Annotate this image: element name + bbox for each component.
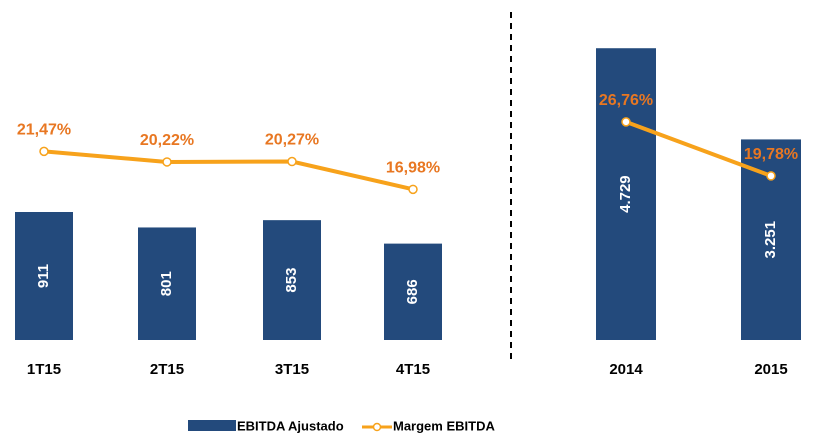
margin-label: 20,22% — [140, 132, 194, 149]
margin-point — [621, 117, 631, 127]
margin-point — [287, 156, 297, 167]
bar — [138, 227, 196, 340]
bar-value-label: 686 — [404, 279, 421, 304]
category-label: 4T15 — [396, 361, 430, 378]
category-label: 2014 — [609, 361, 643, 378]
margin-point — [766, 171, 776, 181]
category-label: 2T15 — [150, 361, 184, 378]
category-label: 2015 — [754, 361, 787, 378]
margin-point — [162, 157, 172, 167]
margin-point — [39, 146, 49, 157]
bar — [15, 212, 73, 340]
margin-label: 20,27% — [265, 132, 319, 149]
bar — [384, 243, 442, 340]
margin-label: 21,47% — [17, 122, 71, 139]
margin-label: 16,98% — [386, 160, 440, 177]
bar — [596, 48, 656, 340]
legend-marker — [372, 422, 382, 432]
bar-value-label: 4.729 — [617, 175, 634, 213]
margin-line — [43, 149, 414, 192]
margin-label: 26,76% — [599, 92, 653, 109]
margin-line — [625, 120, 772, 178]
bar-value-label: 3.251 — [762, 221, 779, 259]
category-label: 3T15 — [275, 361, 309, 378]
margin-point — [408, 184, 418, 195]
bar — [263, 220, 321, 340]
bar-value-label: 911 — [35, 264, 52, 288]
margin-label: 19,78% — [744, 146, 798, 163]
legend-swatch — [188, 420, 236, 431]
category-label: 1T15 — [27, 361, 61, 378]
bar-value-label: 853 — [283, 268, 300, 293]
legend-label: Margem EBITDA — [393, 418, 495, 433]
bar-value-label: 801 — [158, 271, 175, 296]
legend-label: EBITDA Ajustado — [237, 418, 344, 433]
